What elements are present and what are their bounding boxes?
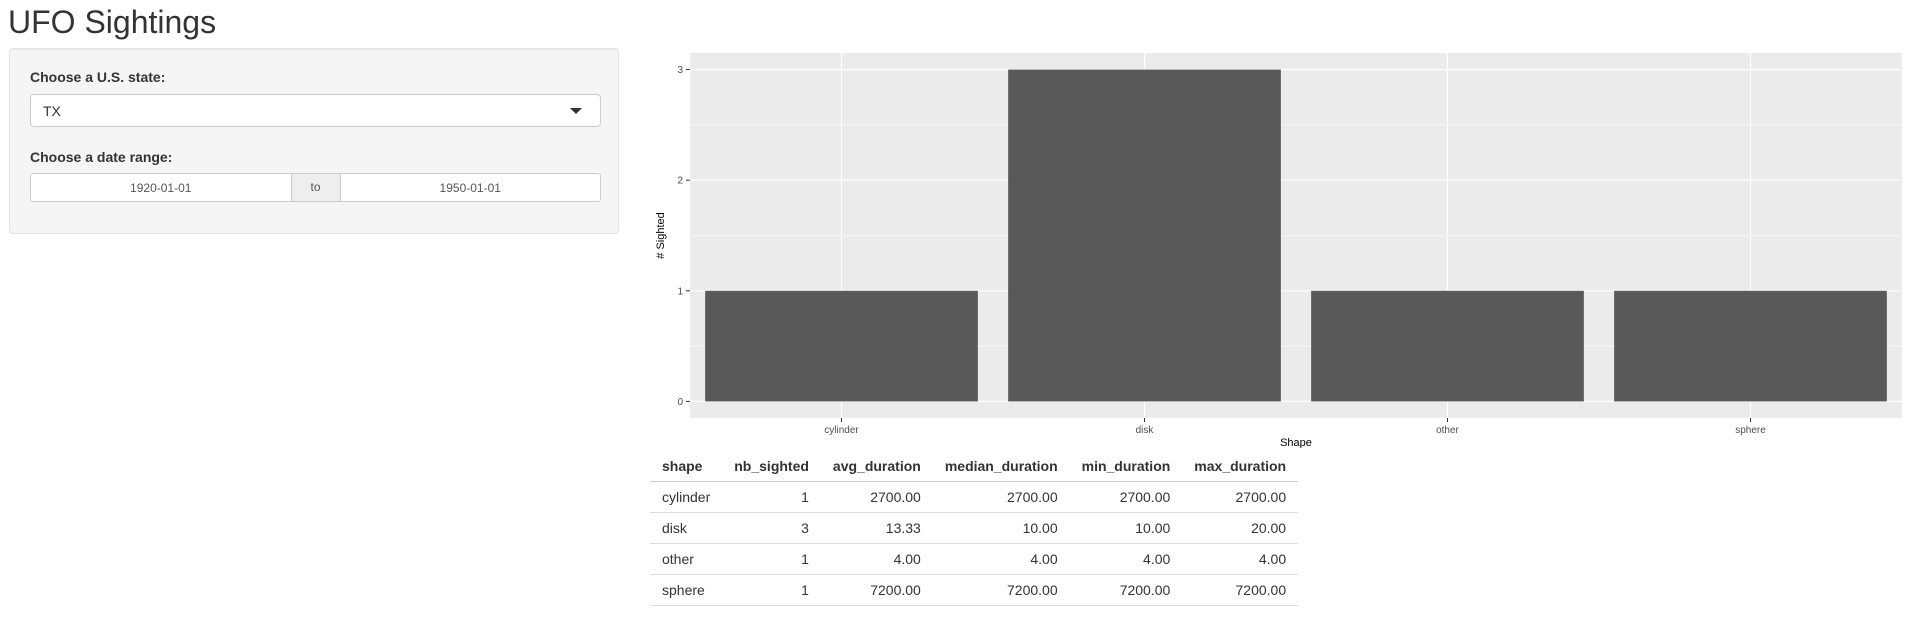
table-cell: 2700.00 — [1182, 481, 1299, 513]
sightings-chart: 0 1 2 3 cylinder disk other sphere Shape # Sighte… — [650, 48, 1902, 449]
table-cell: 7200.00 — [1069, 574, 1183, 606]
table-cell: 7200.00 — [1182, 574, 1299, 606]
table-cell: 2700.00 — [820, 481, 933, 513]
bar-other — [1311, 290, 1584, 402]
date-separator: to — [291, 173, 340, 202]
table-row: other 1 4.00 4.00 4.00 4.00 — [650, 543, 1299, 575]
table-cell: 4.00 — [1182, 543, 1299, 575]
chevron-down-icon[interactable] — [570, 108, 582, 114]
table-cell: 4.00 — [1069, 543, 1183, 575]
table-cell: 1 — [722, 481, 821, 513]
table-cell: 10.00 — [932, 512, 1070, 544]
table-cell: 7200.00 — [932, 574, 1070, 606]
column-header-max-duration: max_duration — [1182, 450, 1299, 482]
column-header-avg-duration: avg_duration — [820, 450, 933, 482]
column-header-min-duration: min_duration — [1069, 450, 1183, 482]
date-range-input: to — [30, 173, 601, 202]
state-select-label: Choose a U.S. state: — [30, 69, 166, 85]
table-row: cylinder 1 2700.00 2700.00 2700.00 2700.00 — [650, 481, 1299, 513]
y-tick-label: 2 — [677, 176, 683, 187]
table-cell: cylinder — [650, 481, 723, 513]
state-select[interactable]: TX — [30, 94, 601, 127]
date-start-input[interactable] — [30, 173, 292, 202]
table-header-row: shape nb_sighted avg_duration median_durati… — [650, 450, 1299, 482]
table-cell: 13.33 — [820, 512, 933, 544]
table-cell: 4.00 — [820, 543, 933, 575]
table-cell: disk — [650, 512, 723, 544]
bar-disk — [1008, 69, 1281, 402]
column-header-nb-sighted: nb_sighted — [722, 450, 821, 482]
table-row: sphere 1 7200.00 7200.00 7200.00 7200.00 — [650, 574, 1299, 606]
x-tick-label: sphere — [1735, 425, 1766, 436]
table-cell: 4.00 — [932, 543, 1070, 575]
x-axis-title: Shape — [1280, 437, 1312, 448]
date-end-input[interactable] — [339, 173, 601, 202]
table-cell: 2700.00 — [1069, 481, 1183, 513]
summary-table: shape nb_sighted avg_duration median_durati… — [650, 450, 1299, 606]
table-cell: 7200.00 — [820, 574, 933, 606]
table-row: disk 3 13.33 10.00 10.00 20.00 — [650, 512, 1299, 544]
sidebar-panel: Choose a U.S. state: TX Choose a date ra… — [9, 48, 619, 234]
y-tick-label: 1 — [677, 286, 683, 297]
x-tick-label: disk — [1136, 425, 1155, 436]
table-cell: 10.00 — [1069, 512, 1183, 544]
column-header-median-duration: median_duration — [932, 450, 1070, 482]
table-cell: 1 — [722, 574, 821, 606]
table-cell: 2700.00 — [932, 481, 1070, 513]
x-tick-label: cylinder — [824, 425, 859, 436]
page-title: UFO Sightings — [8, 4, 217, 40]
table-cell: 3 — [722, 512, 821, 544]
y-tick-label: 3 — [677, 65, 683, 76]
x-tick-label: other — [1436, 425, 1459, 436]
y-axis-title: # Sighted — [655, 212, 667, 258]
table-cell: 20.00 — [1182, 512, 1299, 544]
state-select-value: TX — [43, 103, 61, 119]
table-cell: other — [650, 543, 723, 575]
table-cell: 1 — [722, 543, 821, 575]
table-cell: sphere — [650, 574, 723, 606]
date-range-label: Choose a date range: — [30, 149, 173, 165]
bar-cylinder — [705, 290, 978, 402]
sightings-bar-chart: 0 1 2 3 cylinder disk other sphere Shape # Sighte… — [655, 53, 1902, 449]
column-header-shape: shape — [650, 450, 723, 482]
bar-sphere — [1614, 290, 1887, 402]
y-tick-label: 0 — [677, 397, 683, 408]
